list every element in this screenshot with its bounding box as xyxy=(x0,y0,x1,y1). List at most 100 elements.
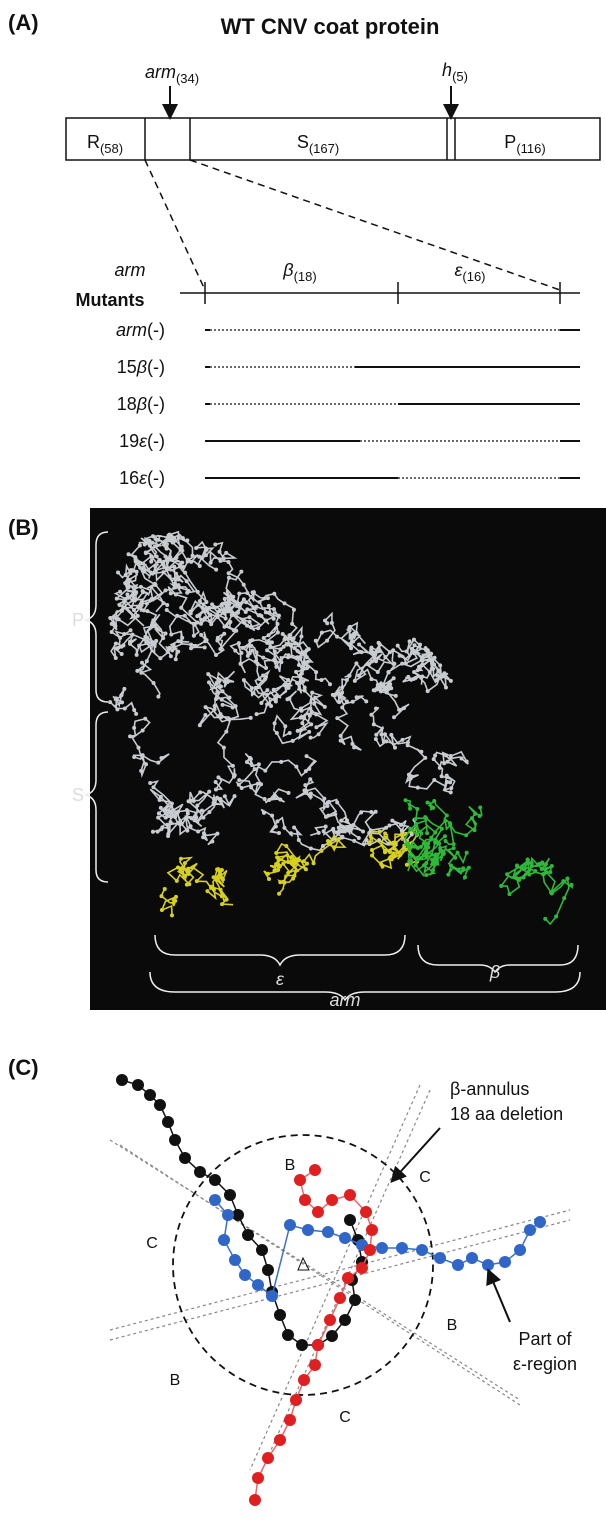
atom xyxy=(312,702,316,706)
title: WT CNV coat protein xyxy=(221,14,440,39)
atom xyxy=(335,800,339,804)
atom xyxy=(521,867,525,871)
atom xyxy=(154,639,158,643)
atom xyxy=(305,754,309,758)
atom xyxy=(248,651,252,655)
atom xyxy=(340,835,344,839)
residue xyxy=(179,1152,191,1164)
atom xyxy=(354,661,358,665)
atom xyxy=(392,715,396,719)
atom xyxy=(145,659,149,663)
atom xyxy=(541,872,545,876)
atom xyxy=(292,826,296,830)
atom xyxy=(565,876,569,880)
residue xyxy=(209,1174,221,1186)
atom xyxy=(183,874,187,878)
atom xyxy=(270,640,274,644)
atom xyxy=(131,594,135,598)
atom xyxy=(279,660,283,664)
atom xyxy=(351,700,355,704)
atom xyxy=(123,706,127,710)
atom xyxy=(137,644,141,648)
h-marker: h(5) xyxy=(442,60,468,84)
atom xyxy=(444,686,448,690)
atom xyxy=(570,883,574,887)
mutant-label: 19ε(-) xyxy=(119,431,165,451)
atom xyxy=(169,591,173,595)
residue xyxy=(344,1189,356,1201)
text: h xyxy=(442,60,452,80)
atom xyxy=(386,685,390,689)
atom xyxy=(325,804,329,808)
atom xyxy=(406,675,410,679)
atom xyxy=(438,846,442,850)
residue xyxy=(218,1234,230,1246)
atom xyxy=(138,605,142,609)
atom xyxy=(405,649,409,653)
atom xyxy=(424,646,428,650)
atom xyxy=(192,799,196,803)
atom xyxy=(290,861,294,865)
atom xyxy=(115,707,119,711)
atom xyxy=(172,645,176,649)
residue xyxy=(339,1232,351,1244)
atom xyxy=(541,866,545,870)
atom xyxy=(351,640,355,644)
atom xyxy=(369,713,373,717)
atom xyxy=(357,674,361,678)
atom xyxy=(300,669,304,673)
atom xyxy=(384,739,388,743)
atom xyxy=(384,826,388,830)
residue xyxy=(499,1256,511,1268)
atom xyxy=(169,633,173,637)
atom xyxy=(340,685,344,689)
atom xyxy=(214,568,218,572)
atom xyxy=(416,858,420,862)
atom xyxy=(208,619,212,623)
atom xyxy=(372,688,376,692)
atom xyxy=(376,670,380,674)
atom xyxy=(374,737,378,741)
atom xyxy=(215,681,219,685)
atom xyxy=(235,601,239,605)
atom xyxy=(351,823,355,827)
arm-marker: arm(34) xyxy=(145,62,199,86)
atom xyxy=(184,817,188,821)
callout-text: Part of xyxy=(518,1329,572,1349)
atom xyxy=(408,807,412,811)
atom xyxy=(201,606,205,610)
atom xyxy=(400,662,404,666)
atom xyxy=(223,597,227,601)
atom xyxy=(267,604,271,608)
atom xyxy=(159,894,163,898)
mutant-number: 16 xyxy=(119,468,139,488)
atom xyxy=(205,606,209,610)
atom xyxy=(170,913,174,917)
atom xyxy=(248,756,252,760)
residue xyxy=(284,1414,296,1426)
atom xyxy=(151,830,155,834)
atom xyxy=(300,709,304,713)
atom xyxy=(409,774,413,778)
atom xyxy=(207,810,211,814)
atom xyxy=(433,838,437,842)
atom xyxy=(224,551,228,555)
atom xyxy=(265,648,269,652)
atom xyxy=(220,902,224,906)
atom xyxy=(210,840,214,844)
atom xyxy=(445,813,449,817)
residue xyxy=(239,1269,251,1281)
atom xyxy=(448,756,452,760)
atom xyxy=(129,628,133,632)
atom xyxy=(165,603,169,607)
atom xyxy=(215,690,219,694)
atom xyxy=(302,716,306,720)
atom xyxy=(537,862,541,866)
atom xyxy=(461,866,465,870)
atom xyxy=(512,875,516,879)
atom xyxy=(248,620,252,624)
atom xyxy=(323,705,327,709)
atom xyxy=(340,705,344,709)
atom xyxy=(443,834,447,838)
residue xyxy=(266,1290,278,1302)
